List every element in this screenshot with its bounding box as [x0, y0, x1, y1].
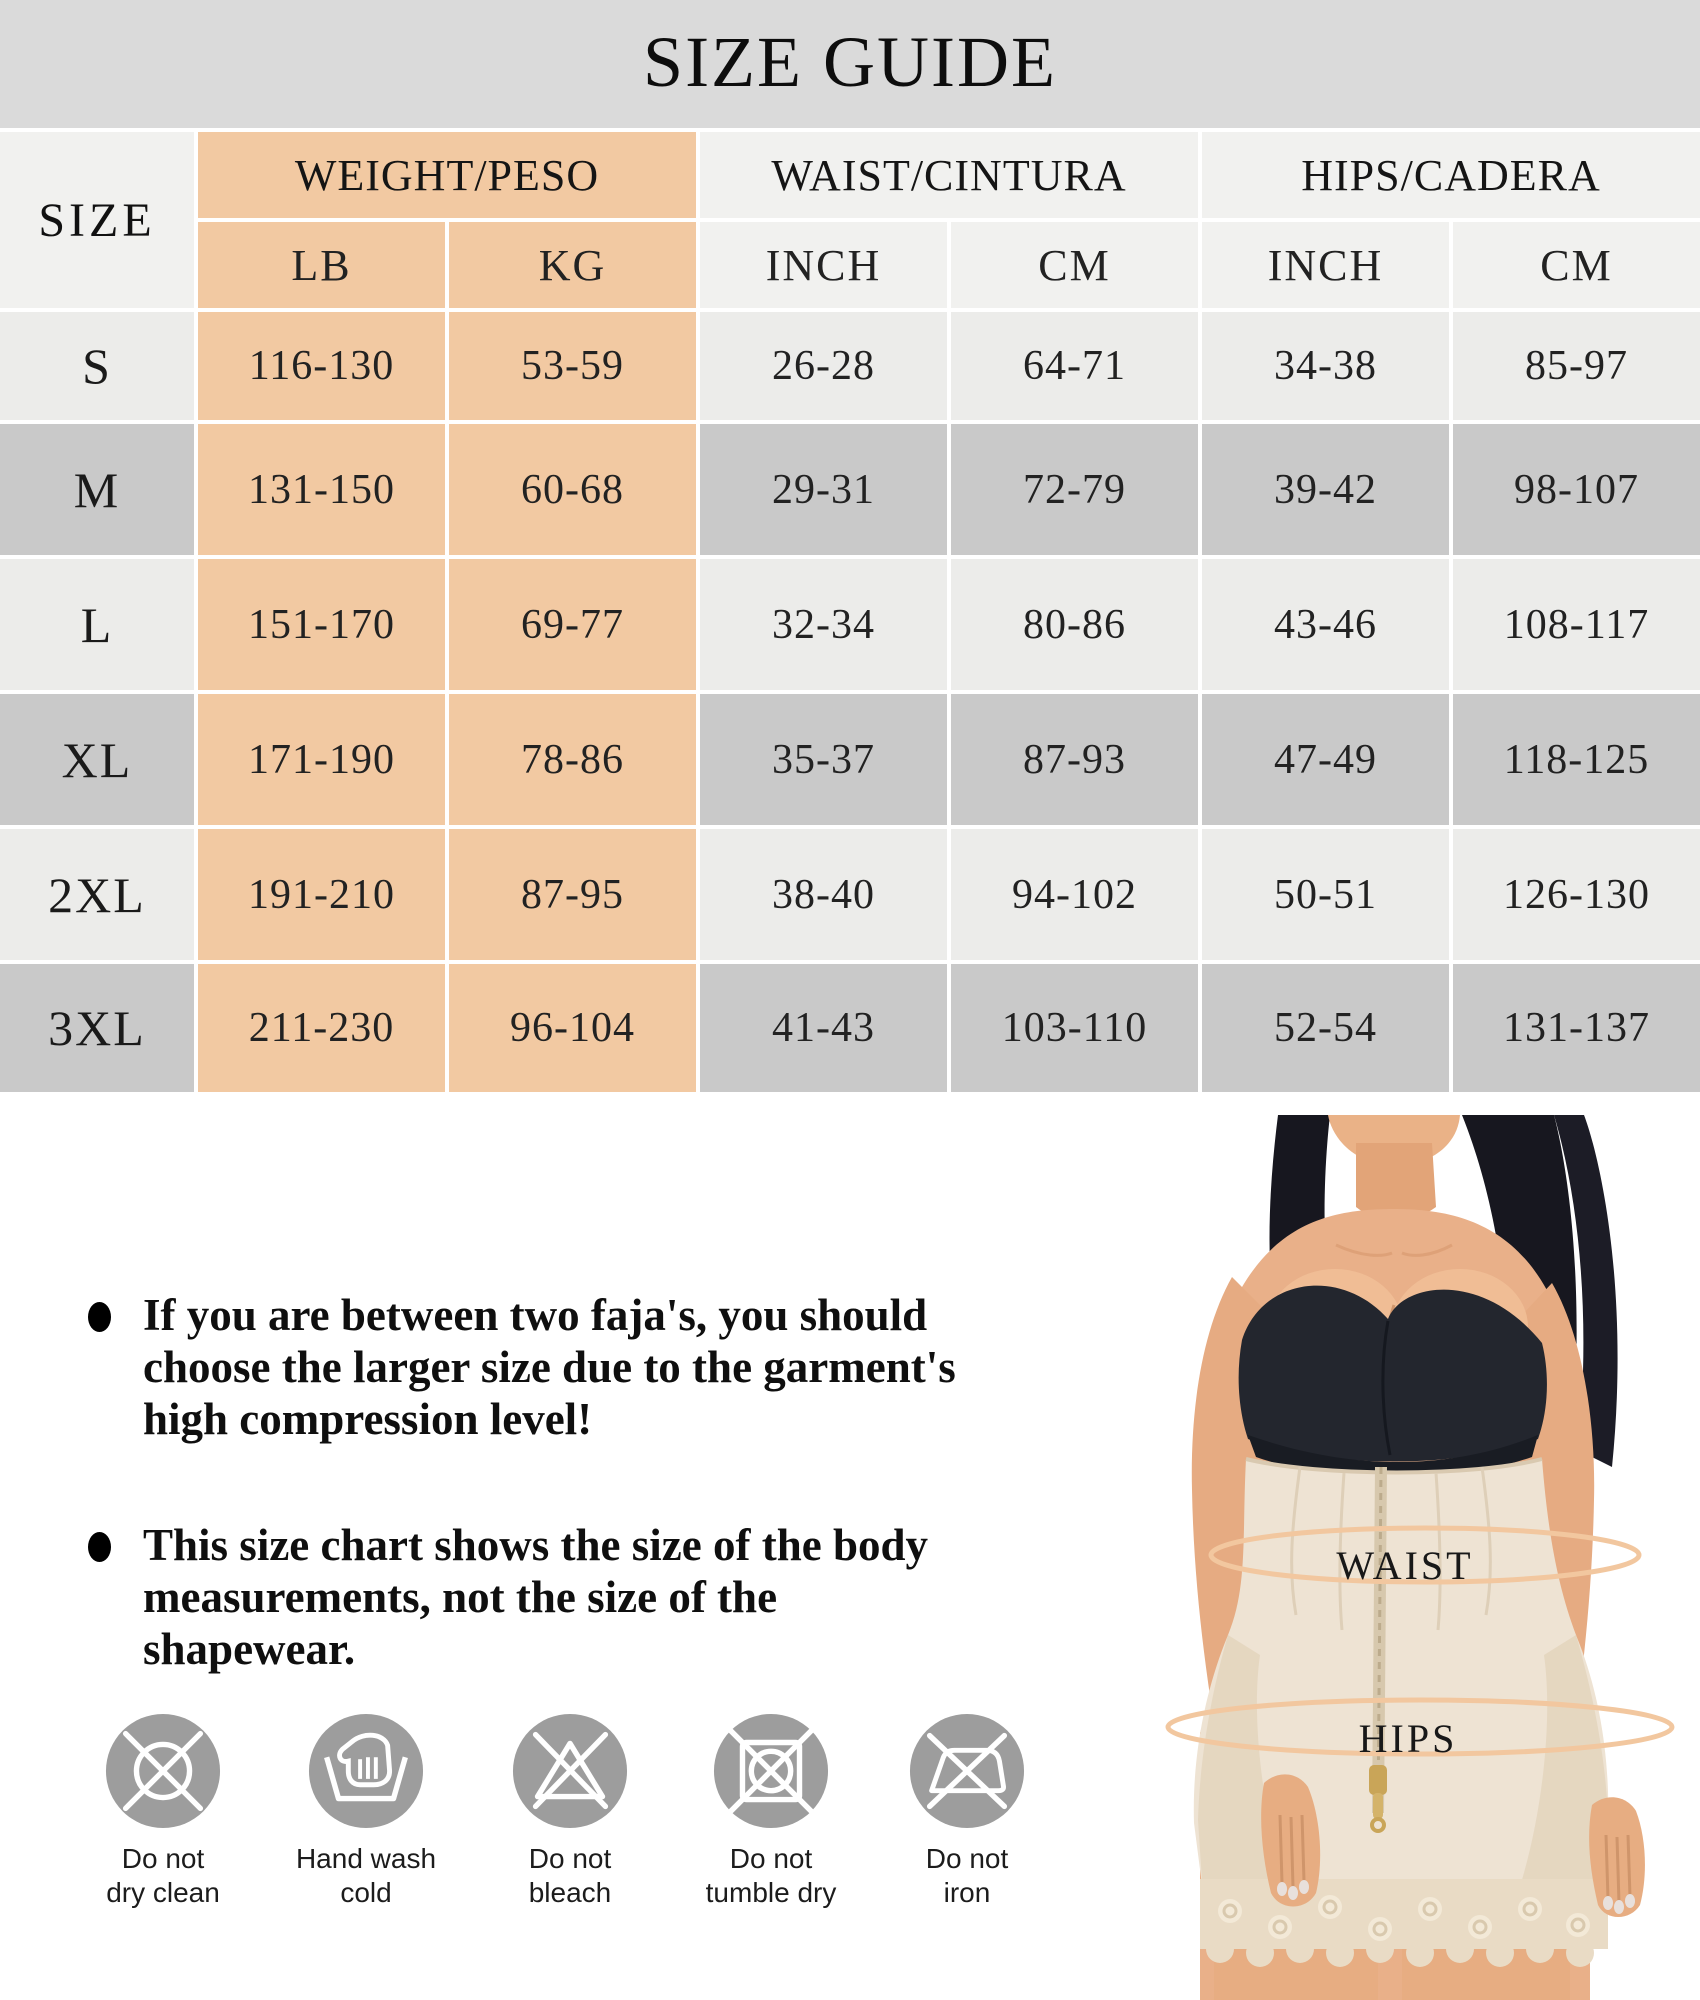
care-label: Do not tumble dry [705, 1843, 837, 1908]
row-3xl-hips-inch: 52-54 [1202, 964, 1449, 1092]
row-s-hips-cm: 85-97 [1453, 312, 1700, 420]
care-label: Do not bleach [528, 1843, 612, 1908]
note-body-measurements: This size chart shows the size of the bo… [88, 1519, 1268, 1675]
row-2xl-waist-inch: 38-40 [700, 829, 947, 960]
row-3xl-hips-cm: 131-137 [1453, 964, 1700, 1092]
hips-label: HIPS [1359, 1716, 1458, 1761]
care-label: Do not iron [925, 1843, 1009, 1908]
note-line: measurements, not the size of the [143, 1572, 778, 1622]
row-m-kg: 60-68 [449, 424, 696, 555]
row-3xl-lb: 211-230 [198, 964, 445, 1092]
row-l-kg: 69-77 [449, 559, 696, 690]
care-item-hand-wash-cold: Hand wash cold [276, 1712, 456, 1910]
subheader-waist-cm: CM [951, 222, 1198, 308]
size-table: SIZE WEIGHT/PESO WAIST/CINTURA HIPS/CADE… [0, 132, 1700, 1092]
row-3xl-size: 3XL [0, 964, 194, 1092]
hips-measure-line [1165, 1697, 1675, 1757]
note-line: choose the larger size due to the garmen… [143, 1342, 956, 1392]
row-3xl-kg: 96-104 [449, 964, 696, 1092]
subheader-lb: LB [198, 222, 445, 308]
do-not-tumble-dry-icon [713, 1713, 829, 1829]
page-title: SIZE GUIDE [643, 21, 1057, 102]
do-not-iron-icon [909, 1713, 1025, 1829]
title-band [0, 0, 1700, 128]
care-item-do-not-tumble-dry: Do not tumble dry [681, 1712, 861, 1910]
column-header-size: SIZE [0, 132, 194, 308]
row-xl-waist-cm: 87-93 [951, 694, 1198, 825]
do-not-dry-clean-icon [105, 1713, 221, 1829]
note-text: If you are between two faja's, you shoul… [143, 1289, 956, 1445]
row-2xl-hips-inch: 50-51 [1202, 829, 1449, 960]
row-s-hips-inch: 34-38 [1202, 312, 1449, 420]
note-text: This size chart shows the size of the bo… [143, 1519, 928, 1675]
row-m-waist-inch: 29-31 [700, 424, 947, 555]
care-item-do-not-iron: Do not iron [877, 1712, 1057, 1910]
care-item-do-not-bleach: Do not bleach [480, 1712, 660, 1910]
do-not-bleach-icon [512, 1713, 628, 1829]
row-xl-kg: 78-86 [449, 694, 696, 825]
note-sizing-advice: If you are between two faja's, you shoul… [88, 1289, 1268, 1445]
row-xl-lb: 171-190 [198, 694, 445, 825]
care-label: Do not dry clean [106, 1843, 220, 1908]
bullet-icon [88, 1532, 111, 1562]
bullet-icon [88, 1302, 111, 1332]
row-xl-hips-inch: 47-49 [1202, 694, 1449, 825]
row-l-lb: 151-170 [198, 559, 445, 690]
row-2xl-kg: 87-95 [449, 829, 696, 960]
model-illustration: WAIST HIPS [1165, 1115, 1675, 2000]
subheader-waist-inch: INCH [700, 222, 947, 308]
care-label: Hand wash cold [295, 1843, 437, 1908]
column-group-waist: WAIST/CINTURA [700, 132, 1198, 218]
waist-measure-line [1208, 1525, 1642, 1585]
note-line: If you are between two faja's, you shoul… [143, 1290, 928, 1340]
row-l-hips-cm: 108-117 [1453, 559, 1700, 690]
row-2xl-lb: 191-210 [198, 829, 445, 960]
row-2xl-waist-cm: 94-102 [951, 829, 1198, 960]
subheader-hips-inch: INCH [1202, 222, 1449, 308]
row-s-lb: 116-130 [198, 312, 445, 420]
row-3xl-waist-cm: 103-110 [951, 964, 1198, 1092]
subheader-hips-cm: CM [1453, 222, 1700, 308]
row-xl-size: XL [0, 694, 194, 825]
row-2xl-hips-cm: 126-130 [1453, 829, 1700, 960]
row-s-size: S [0, 312, 194, 420]
row-l-waist-cm: 80-86 [951, 559, 1198, 690]
row-m-hips-inch: 39-42 [1202, 424, 1449, 555]
row-xl-waist-inch: 35-37 [700, 694, 947, 825]
row-xl-hips-cm: 118-125 [1453, 694, 1700, 825]
row-l-size: L [0, 559, 194, 690]
row-m-waist-cm: 72-79 [951, 424, 1198, 555]
row-s-waist-inch: 26-28 [700, 312, 947, 420]
note-line: high compression level! [143, 1394, 593, 1444]
note-line: shapewear. [143, 1624, 356, 1674]
hand-wash-cold-icon [308, 1713, 424, 1829]
waist-label: WAIST [1336, 1543, 1473, 1588]
row-m-size: M [0, 424, 194, 555]
column-group-weight: WEIGHT/PESO [198, 132, 696, 218]
row-l-hips-inch: 43-46 [1202, 559, 1449, 690]
row-l-waist-inch: 32-34 [700, 559, 947, 690]
row-3xl-waist-inch: 41-43 [700, 964, 947, 1092]
row-s-kg: 53-59 [449, 312, 696, 420]
row-s-waist-cm: 64-71 [951, 312, 1198, 420]
row-2xl-size: 2XL [0, 829, 194, 960]
shapewear-model-photo: WAIST HIPS [1130, 1115, 1700, 2000]
care-item-do-not-dry-clean: Do not dry clean [73, 1712, 253, 1910]
column-group-hips: HIPS/CADERA [1202, 132, 1700, 218]
note-line: This size chart shows the size of the bo… [143, 1520, 928, 1570]
row-m-lb: 131-150 [198, 424, 445, 555]
row-m-hips-cm: 98-107 [1453, 424, 1700, 555]
subheader-kg: KG [449, 222, 696, 308]
